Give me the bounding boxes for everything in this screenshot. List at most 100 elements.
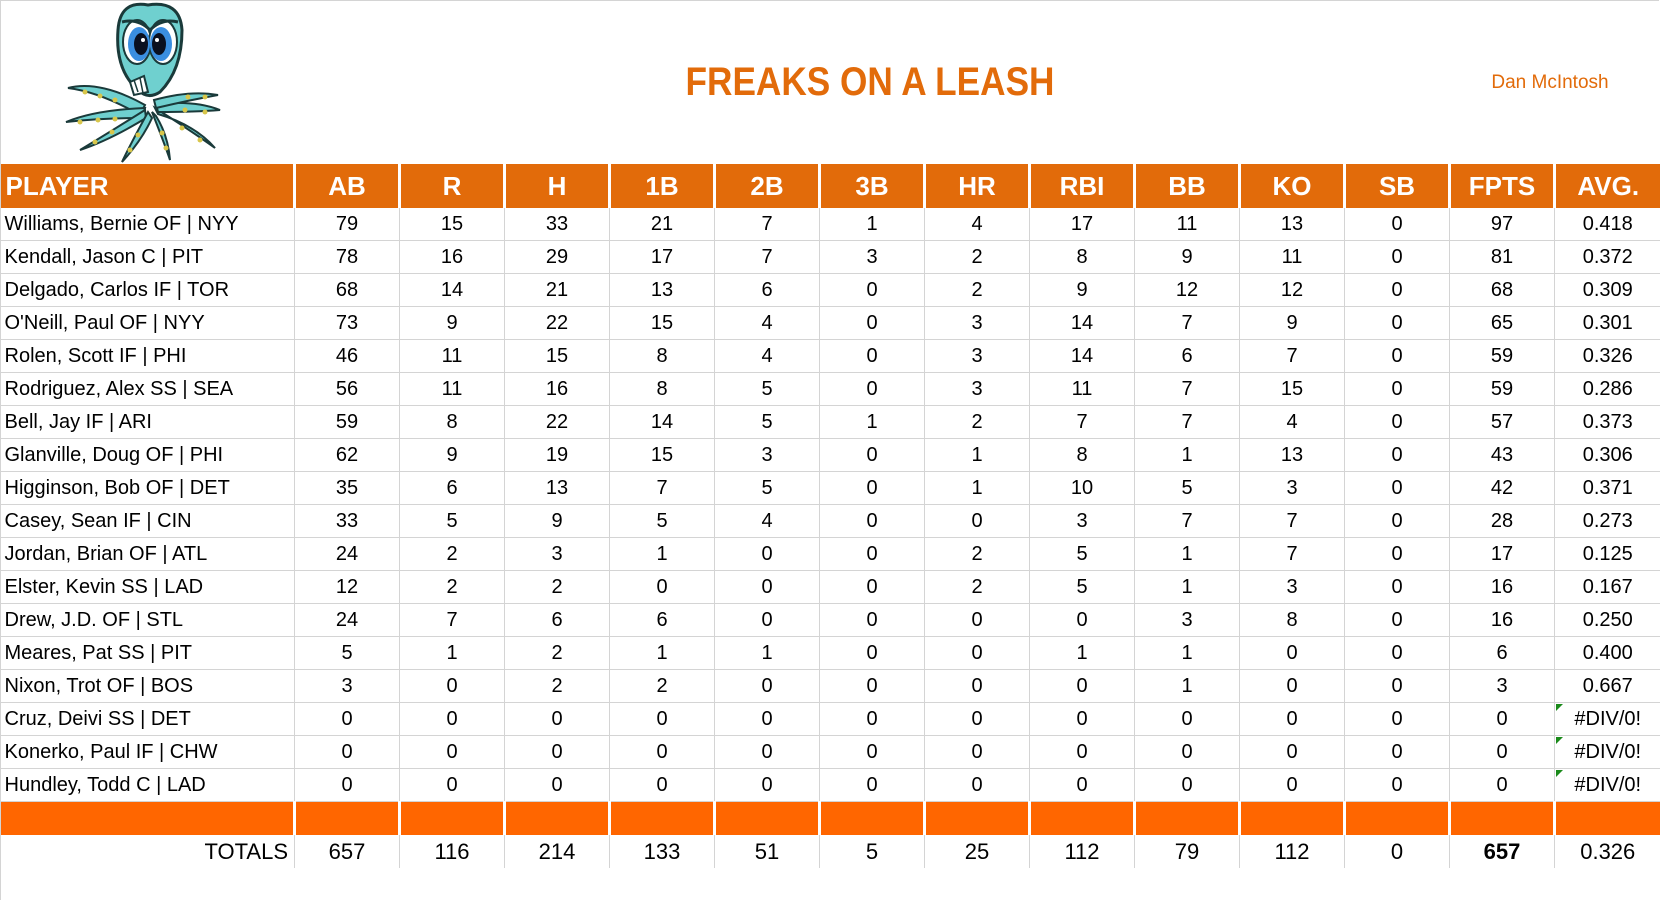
cell-r[interactable]: 16 [399, 240, 505, 274]
cell-hr[interactable]: 3 [924, 372, 1030, 406]
cell-fpts[interactable]: 28 [1449, 504, 1555, 538]
cell-h[interactable]: 2 [504, 669, 610, 703]
cell-h[interactable]: 29 [504, 240, 610, 274]
cell-fpts[interactable]: 0 [1449, 702, 1555, 736]
cell-hr[interactable]: 1 [924, 438, 1030, 472]
cell-r[interactable]: 0 [399, 735, 505, 769]
cell-ko[interactable]: 3 [1239, 471, 1345, 505]
cell-ko[interactable]: 3 [1239, 570, 1345, 604]
cell-ab[interactable]: 79 [294, 208, 400, 241]
cell-avg[interactable]: 0.167 [1554, 570, 1660, 604]
cell-r[interactable]: 2 [399, 570, 505, 604]
cell-h[interactable]: 13 [504, 471, 610, 505]
cell-1b[interactable]: 15 [609, 306, 715, 340]
cell-player[interactable]: Casey, Sean IF | CIN [0, 504, 295, 538]
column-header-1b[interactable]: 1B [608, 164, 715, 208]
cell-h[interactable]: 2 [504, 570, 610, 604]
cell-1b[interactable]: 8 [609, 339, 715, 373]
cell-sb[interactable]: 0 [1344, 306, 1450, 340]
separator-cell[interactable] [1343, 801, 1450, 835]
cell-sb[interactable]: 0 [1344, 768, 1450, 802]
cell-avg[interactable]: #DIV/0! [1554, 735, 1660, 769]
cell-sb[interactable]: 0 [1344, 504, 1450, 538]
cell-sb[interactable]: 0 [1344, 570, 1450, 604]
cell-1b[interactable]: 6 [609, 603, 715, 637]
cell-3b[interactable]: 0 [819, 438, 925, 472]
cell-player[interactable]: Rolen, Scott IF | PHI [0, 339, 295, 373]
cell-2b[interactable]: 0 [714, 570, 820, 604]
cell-3b[interactable]: 0 [819, 702, 925, 736]
cell-fpts[interactable]: 65 [1449, 306, 1555, 340]
cell-bb[interactable]: 1 [1134, 537, 1240, 571]
total-avg[interactable]: 0.326 [1554, 835, 1660, 868]
cell-rbi[interactable]: 1 [1029, 636, 1135, 670]
cell-3b[interactable]: 0 [819, 636, 925, 670]
cell-2b[interactable]: 0 [714, 702, 820, 736]
cell-sb[interactable]: 0 [1344, 339, 1450, 373]
cell-ko[interactable]: 4 [1239, 405, 1345, 439]
cell-r[interactable]: 14 [399, 273, 505, 307]
cell-rbi[interactable]: 3 [1029, 504, 1135, 538]
cell-2b[interactable]: 0 [714, 669, 820, 703]
total-2b[interactable]: 51 [714, 835, 820, 868]
cell-avg[interactable]: 0.301 [1554, 306, 1660, 340]
column-header-ab[interactable]: AB [293, 164, 400, 208]
cell-ab[interactable]: 56 [294, 372, 400, 406]
cell-avg[interactable]: 0.286 [1554, 372, 1660, 406]
cell-sb[interactable]: 0 [1344, 537, 1450, 571]
cell-player[interactable]: Bell, Jay IF | ARI [0, 405, 295, 439]
cell-sb[interactable]: 0 [1344, 471, 1450, 505]
separator-cell[interactable] [1238, 801, 1345, 835]
cell-ab[interactable]: 35 [294, 471, 400, 505]
cell-1b[interactable]: 2 [609, 669, 715, 703]
cell-fpts[interactable]: 16 [1449, 570, 1555, 604]
cell-avg[interactable]: 0.326 [1554, 339, 1660, 373]
cell-1b[interactable]: 5 [609, 504, 715, 538]
cell-ko[interactable]: 8 [1239, 603, 1345, 637]
cell-rbi[interactable]: 17 [1029, 208, 1135, 241]
cell-3b[interactable]: 0 [819, 537, 925, 571]
column-header-ko[interactable]: KO [1238, 164, 1345, 208]
cell-r[interactable]: 11 [399, 339, 505, 373]
total-h[interactable]: 214 [504, 835, 610, 868]
separator-cell[interactable] [398, 801, 505, 835]
cell-h[interactable]: 22 [504, 306, 610, 340]
cell-r[interactable]: 5 [399, 504, 505, 538]
cell-rbi[interactable]: 9 [1029, 273, 1135, 307]
separator-cell[interactable] [293, 801, 400, 835]
cell-fpts[interactable]: 43 [1449, 438, 1555, 472]
cell-3b[interactable]: 0 [819, 471, 925, 505]
cell-3b[interactable]: 0 [819, 273, 925, 307]
cell-h[interactable]: 0 [504, 735, 610, 769]
cell-sb[interactable]: 0 [1344, 636, 1450, 670]
column-header-fpts[interactable]: FPTS [1448, 164, 1555, 208]
cell-1b[interactable]: 7 [609, 471, 715, 505]
cell-r[interactable]: 9 [399, 306, 505, 340]
cell-2b[interactable]: 4 [714, 306, 820, 340]
cell-h[interactable]: 2 [504, 636, 610, 670]
column-header-3b[interactable]: 3B [818, 164, 925, 208]
cell-1b[interactable]: 1 [609, 636, 715, 670]
cell-ko[interactable]: 0 [1239, 669, 1345, 703]
cell-fpts[interactable]: 59 [1449, 372, 1555, 406]
cell-player[interactable]: Drew, J.D. OF | STL [0, 603, 295, 637]
cell-ko[interactable]: 15 [1239, 372, 1345, 406]
cell-avg[interactable]: 0.373 [1554, 405, 1660, 439]
cell-avg[interactable]: 0.306 [1554, 438, 1660, 472]
cell-ab[interactable]: 59 [294, 405, 400, 439]
cell-hr[interactable]: 0 [924, 504, 1030, 538]
cell-fpts[interactable]: 81 [1449, 240, 1555, 274]
cell-hr[interactable]: 4 [924, 208, 1030, 241]
cell-r[interactable]: 15 [399, 208, 505, 241]
separator-cell[interactable] [1448, 801, 1555, 835]
cell-hr[interactable]: 0 [924, 735, 1030, 769]
cell-sb[interactable]: 0 [1344, 735, 1450, 769]
cell-1b[interactable]: 0 [609, 702, 715, 736]
cell-fpts[interactable]: 0 [1449, 768, 1555, 802]
cell-sb[interactable]: 0 [1344, 702, 1450, 736]
column-header-rbi[interactable]: RBI [1028, 164, 1135, 208]
cell-ab[interactable]: 5 [294, 636, 400, 670]
cell-avg[interactable]: 0.418 [1554, 208, 1660, 241]
cell-2b[interactable]: 5 [714, 372, 820, 406]
separator-cell[interactable] [608, 801, 715, 835]
